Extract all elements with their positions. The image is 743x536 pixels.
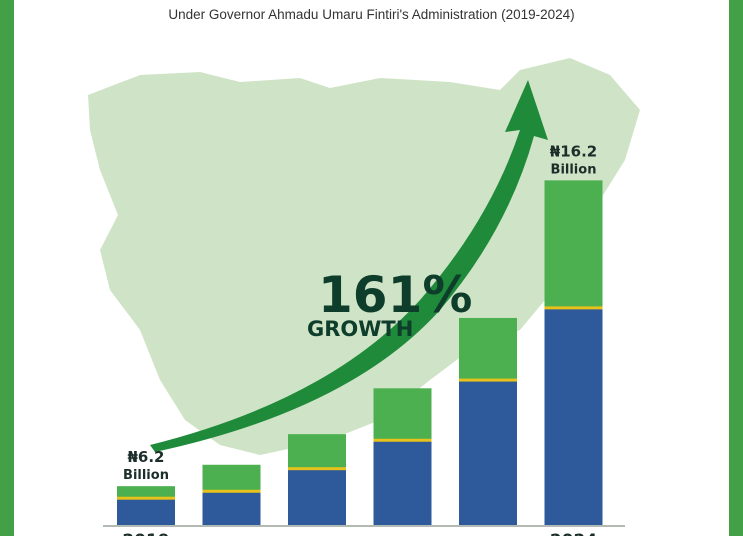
bar-divider <box>544 306 603 310</box>
bar-lower-2020 <box>202 491 261 525</box>
bar-upper-2024 <box>544 180 603 308</box>
growth-label: GROWTH <box>307 317 413 341</box>
bar-lower-2024 <box>544 307 603 525</box>
subtitle: Under Governor Ahmadu Umaru Fintiri's Ad… <box>168 7 575 22</box>
data-label-amount: ₦6.2 <box>127 448 164 466</box>
data-label-amount: ₦16.2 <box>550 142 597 160</box>
data-label-unit: Billion <box>551 162 597 177</box>
bar-lower-2021 <box>288 468 346 525</box>
bar-divider <box>288 467 346 471</box>
bar-lower-2022 <box>373 440 432 525</box>
bar-lower-2023 <box>459 380 517 525</box>
bar-upper-2023 <box>459 317 517 381</box>
bar-divider <box>117 496 175 500</box>
bar-lower-2019 <box>117 498 175 525</box>
bar-upper-2019 <box>117 486 175 499</box>
data-label-unit: Billion <box>123 468 169 483</box>
x-tick-label: 2024 <box>550 531 597 536</box>
growth-arrow <box>150 80 548 452</box>
bar-divider <box>373 438 432 442</box>
bar-upper-2022 <box>373 388 432 441</box>
x-tick-label: 2019 <box>122 531 169 536</box>
bar-divider <box>459 378 517 382</box>
bar-divider <box>202 489 261 493</box>
growth-percent: 161% <box>318 266 472 324</box>
bar-upper-2020 <box>202 464 261 492</box>
bar-upper-2021 <box>288 434 346 469</box>
frame-left-border <box>0 0 14 536</box>
frame-right-border <box>729 0 743 536</box>
nigeria-map-background <box>88 58 640 455</box>
